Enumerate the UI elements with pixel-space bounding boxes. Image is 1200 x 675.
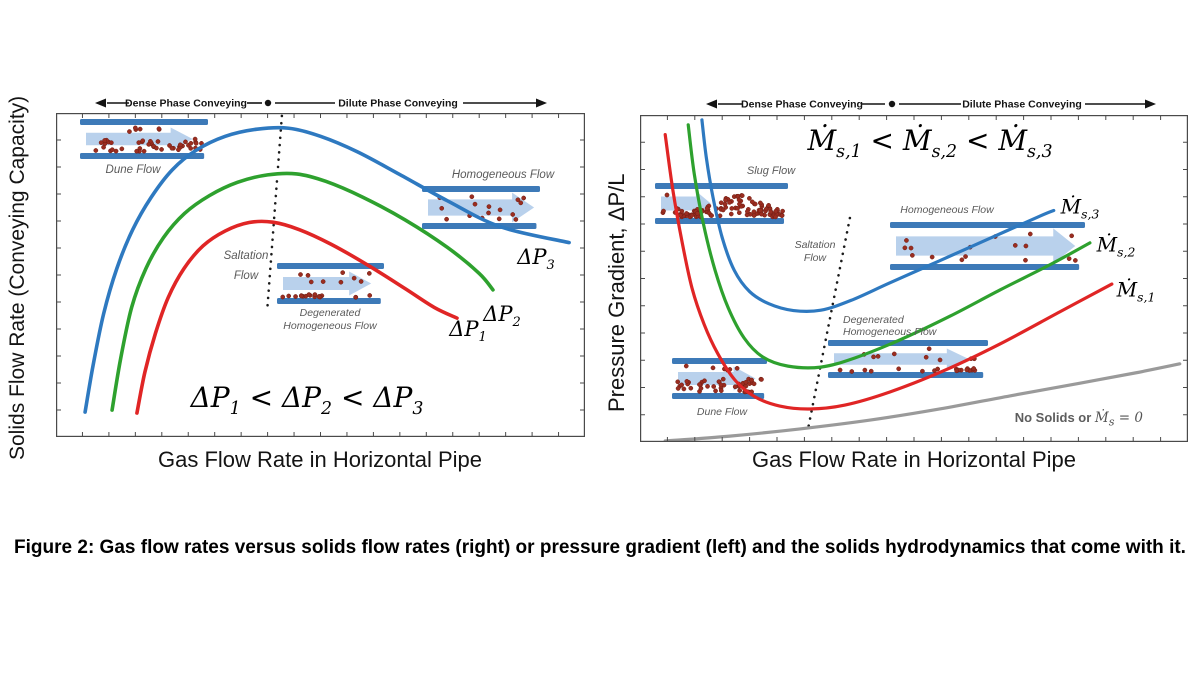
left-inequality-annotation: ΔP1 < ΔP2 < ΔP3 xyxy=(190,381,424,419)
left-plot-area xyxy=(56,113,585,437)
degenerated-line2: Homogeneous Flow xyxy=(843,325,937,338)
dilute-phase-label: Dilute Phase Conveying xyxy=(338,98,458,110)
saltation-line2: Flow xyxy=(803,251,827,264)
no-solids-text: No Solids or xyxy=(1014,410,1095,425)
curve-label-ms3: Ṁs,3 xyxy=(1060,194,1100,222)
degenerated-homogeneous-flow-label: Degenerated Homogeneous Flow xyxy=(283,307,376,332)
saltation-flow-label: Saltation Flow xyxy=(224,246,269,286)
saltation-line1: Saltation xyxy=(223,250,269,262)
curve-label-ms1: Ṁs,1 xyxy=(1116,277,1156,305)
right-x-axis-label: Gas Flow Rate in Horizontal Pipe xyxy=(751,447,1077,472)
curve-label-ms2: Ṁs,2 xyxy=(1096,232,1136,260)
saltation-line1: Saltation xyxy=(794,239,836,251)
right-y-axis-label: Pressure Gradient, ΔP/L xyxy=(604,173,629,412)
degenerated-line1: Degenerated xyxy=(299,307,361,319)
saltation-line2: Flow xyxy=(233,270,259,282)
phase-boundary-dot-icon xyxy=(264,99,272,107)
left-phase-region-annotation: Dense Phase Conveying Dilute Phase Conve… xyxy=(95,98,547,110)
dense-phase-label: Dense Phase Conveying xyxy=(125,98,247,110)
right-inequality-annotation: Ṁs,1 < Ṁs,2 < Ṁs,3 xyxy=(807,124,1053,162)
left-x-axis-label: Gas Flow Rate in Horizontal Pipe xyxy=(157,447,483,472)
no-solids-curve-label: No Solids or Ṁs = 0 xyxy=(1015,410,1143,429)
homogeneous-flow-label: Homogeneous Flow xyxy=(900,204,994,216)
dune-flow-label: Dune Flow xyxy=(696,406,748,418)
right-arrowhead-icon xyxy=(1145,99,1156,109)
dilute-phase-label: Dilute Phase Conveying xyxy=(962,99,1082,111)
figure-caption: Figure 2: Gas flow rates versus solids f… xyxy=(14,537,1186,558)
curve-label-dp2: ΔP2 xyxy=(483,301,521,331)
right-phase-region-annotation: Dense Phase Conveying Dilute Phase Conve… xyxy=(706,99,1156,111)
dense-phase-label: Dense Phase Conveying xyxy=(741,99,863,111)
phase-boundary-dot-icon xyxy=(888,100,896,108)
left-arrowhead-icon xyxy=(95,98,106,108)
saltation-flow-label: Saltation Flow xyxy=(795,239,836,264)
right-plot-area xyxy=(640,115,1188,442)
left-y-axis-label: Solids Flow Rate (Conveying Capacity) xyxy=(6,95,29,460)
degenerated-line2: Homogeneous Flow xyxy=(283,319,377,332)
curve-label-dp1: ΔP1 xyxy=(449,316,487,346)
right-arrowhead-icon xyxy=(536,98,547,108)
left-arrowhead-icon xyxy=(706,99,717,109)
degenerated-line1: Degenerated xyxy=(843,314,904,326)
no-solids-math: Ṁs = 0 xyxy=(1094,410,1143,429)
homogeneous-flow-label: Homogeneous Flow xyxy=(451,169,555,181)
degenerated-homogeneous-flow-label: Degenerated Homogeneous Flow xyxy=(843,314,937,338)
slug-flow-label: Slug Flow xyxy=(746,165,796,177)
curve-label-dp3: ΔP3 xyxy=(517,244,555,274)
dune-flow-label: Dune Flow xyxy=(105,164,161,176)
